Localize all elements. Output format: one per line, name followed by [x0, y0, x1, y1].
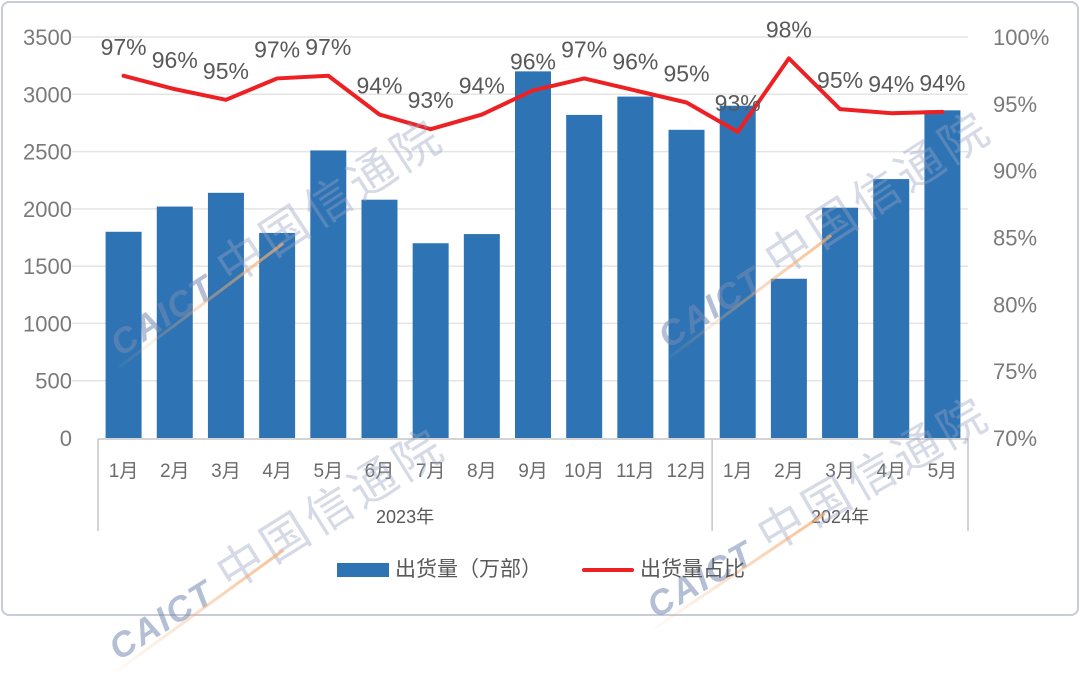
y-axis-left-tick-label: 3000 — [23, 82, 72, 107]
share-line — [121, 56, 945, 134]
y-axis-left-tick-label: 0 — [60, 426, 72, 451]
bar-2月 — [770, 278, 807, 438]
y-axis-right-tick-label: 100% — [993, 25, 1049, 50]
data-label-3月: 95% — [817, 67, 863, 93]
data-label-1月: 97% — [101, 34, 147, 60]
x-tick-label-2月: 2月 — [774, 461, 804, 482]
bar-3月 — [207, 192, 244, 438]
data-label-5月: 97% — [305, 34, 351, 60]
bar-2月 — [156, 206, 193, 438]
x-tick-label-4月: 4月 — [262, 461, 292, 482]
x-tick-label-6月: 6月 — [365, 461, 395, 482]
x-tick-label-7月: 7月 — [416, 461, 446, 482]
bar-6月 — [361, 199, 398, 438]
bar-3月 — [822, 207, 859, 438]
data-label-1月: 93% — [715, 90, 761, 116]
bar-1月 — [719, 105, 756, 438]
y-axis-right-tick-label: 85% — [993, 226, 1037, 251]
y-axis-right-tick-label: 80% — [993, 292, 1037, 317]
x-tick-label-5月: 5月 — [314, 461, 344, 482]
data-label-2月: 96% — [152, 47, 198, 73]
year-label-2023年: 2023年 — [376, 507, 434, 527]
data-label-9月: 96% — [510, 48, 556, 74]
bar-11月 — [617, 96, 654, 438]
y-axis-right-tick-label: 75% — [993, 359, 1037, 384]
data-label-7月: 93% — [408, 87, 454, 113]
bar-9月 — [515, 71, 551, 438]
data-label-8月: 94% — [459, 73, 505, 99]
y-axis-right-tick-label: 70% — [993, 426, 1037, 451]
y-axis-left-tick-label: 2000 — [23, 197, 72, 222]
y-axis-left-tick-label: 3500 — [23, 25, 72, 50]
x-tick-label-8月: 8月 — [467, 461, 497, 482]
data-label-3月: 95% — [203, 58, 249, 84]
x-tick-label-1月: 1月 — [109, 461, 139, 482]
y-axis-right-tick-label: 90% — [993, 159, 1037, 184]
x-tick-label-11月: 11月 — [616, 461, 655, 482]
bar-8月 — [463, 234, 500, 438]
bar-10月 — [566, 114, 603, 438]
shipments-combo-chart: 0 500 1000 1500 2000 2500 3000 3500 70% 75% 80% 85%… — [23, 16, 1049, 531]
year-label-2024年: 2024年 — [811, 507, 869, 527]
data-label-4月: 94% — [868, 71, 914, 97]
bar-4月 — [873, 179, 910, 438]
x-tick-label-10月: 10月 — [564, 461, 604, 482]
x-tick-label-9月: 9月 — [518, 461, 548, 482]
data-label-6月: 94% — [356, 73, 402, 99]
x-tick-label-2月: 2月 — [160, 461, 190, 482]
y-axis-left-tick-label: 1500 — [23, 254, 72, 279]
data-label-4月: 97% — [254, 36, 300, 62]
legend-bar-swatch — [337, 563, 389, 577]
x-tick-label-3月: 3月 — [211, 461, 241, 482]
bar-5月 — [310, 150, 347, 438]
bar-4月 — [259, 232, 296, 438]
y-axis-right-tick-label: 95% — [993, 92, 1037, 117]
data-label-10月: 97% — [561, 36, 607, 62]
bar-1月 — [105, 231, 142, 438]
y-axis-left-tick-label: 1000 — [23, 311, 72, 336]
chart-legend: 出货量（万部） 出货量占比 — [337, 556, 745, 584]
bar-7月 — [412, 243, 449, 438]
legend-line-swatch — [582, 568, 634, 572]
data-label-11月: 96% — [612, 48, 658, 74]
legend-label-share: 出货量占比 — [640, 558, 745, 581]
x-tick-label-3月: 3月 — [825, 461, 855, 482]
x-tick-label-1月: 1月 — [723, 461, 753, 482]
x-tick-label-4月: 4月 — [876, 461, 906, 482]
y-axis-left-tick-label: 2500 — [23, 140, 72, 165]
bar-5月 — [924, 110, 961, 438]
data-label-2月: 98% — [766, 16, 812, 42]
legend-item-shipments: 出货量（万部） — [337, 556, 542, 584]
bar-12月 — [668, 129, 705, 438]
legend-item-share: 出货量占比 — [582, 556, 745, 584]
y-axis-left-tick-label: 500 — [35, 369, 72, 394]
x-tick-label-5月: 5月 — [928, 461, 958, 482]
legend-label-shipments: 出货量（万部） — [395, 558, 542, 581]
x-tick-label-12月: 12月 — [666, 461, 706, 482]
data-label-12月: 95% — [664, 60, 710, 86]
data-label-5月: 94% — [919, 70, 965, 96]
